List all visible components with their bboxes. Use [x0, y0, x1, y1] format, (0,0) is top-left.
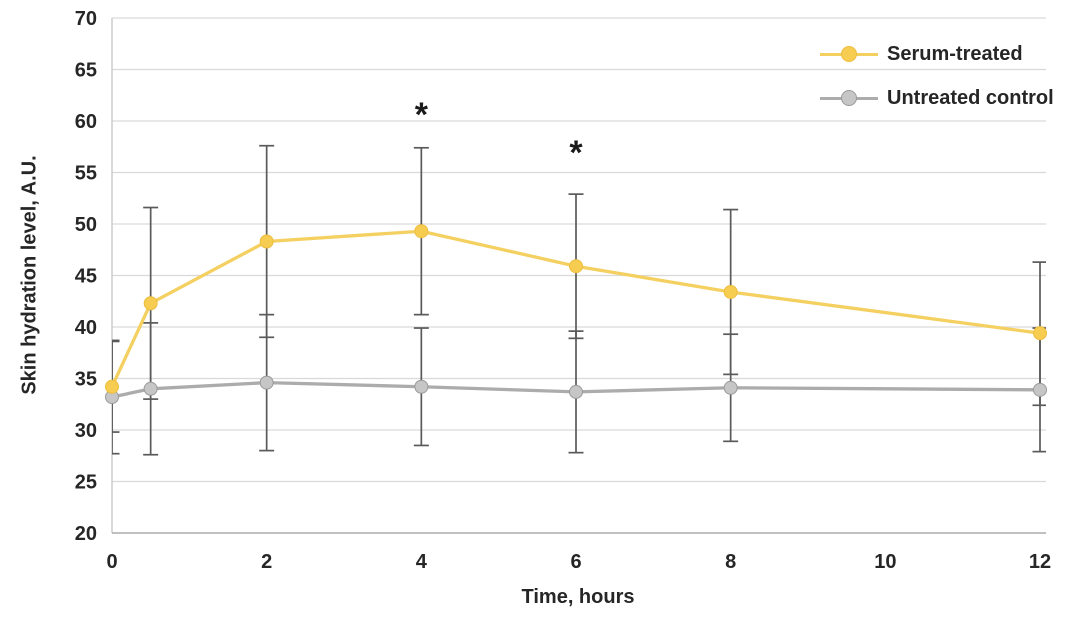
legend: Serum-treated Untreated control: [820, 32, 1054, 120]
svg-text:20: 20: [75, 523, 97, 545]
svg-text:60: 60: [75, 111, 97, 133]
svg-text:70: 70: [75, 8, 97, 30]
svg-text:0: 0: [106, 551, 117, 573]
legend-item-untreated-control: Untreated control: [820, 76, 1054, 120]
svg-text:30: 30: [75, 420, 97, 442]
y-axis-title: Skin hydration level, A.U.: [18, 155, 41, 395]
svg-text:45: 45: [75, 266, 97, 288]
untreated-control-swatch-icon: [820, 90, 878, 106]
svg-text:*: *: [569, 134, 583, 172]
svg-text:*: *: [415, 96, 429, 134]
svg-text:35: 35: [75, 369, 97, 391]
svg-text:10: 10: [874, 551, 896, 573]
svg-text:55: 55: [75, 163, 97, 185]
svg-text:2: 2: [261, 551, 272, 573]
svg-text:65: 65: [75, 60, 97, 82]
svg-text:25: 25: [75, 472, 97, 494]
serum-treated-swatch-icon: [820, 46, 878, 62]
legend-item-serum-treated: Serum-treated: [820, 32, 1054, 76]
legend-label-serum-treated: Serum-treated: [887, 42, 1023, 65]
svg-text:6: 6: [570, 551, 581, 573]
x-axis-title: Time, hours: [521, 586, 635, 608]
legend-label-untreated-control: Untreated control: [887, 86, 1054, 109]
svg-text:4: 4: [416, 551, 428, 573]
svg-text:40: 40: [75, 317, 97, 339]
svg-text:50: 50: [75, 214, 97, 236]
svg-text:12: 12: [1029, 551, 1051, 573]
svg-text:8: 8: [725, 551, 736, 573]
